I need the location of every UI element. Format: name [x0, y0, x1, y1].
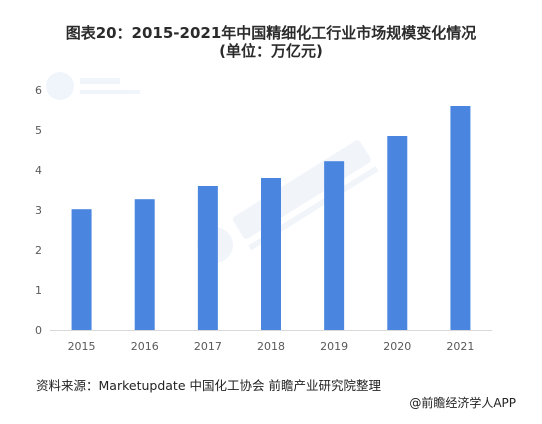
y-tick-label: 1 [35, 284, 42, 297]
y-tick-label: 3 [35, 204, 42, 217]
chart-title: 图表20：2015-2021年中国精细化工行业市场规模变化情况 [65, 24, 477, 42]
bar-2019 [324, 161, 345, 330]
bar-2021 [450, 106, 471, 330]
y-tick-label: 0 [35, 324, 42, 337]
x-tick-label: 2016 [131, 340, 159, 353]
x-tick-label: 2015 [68, 340, 96, 353]
x-tick-label: 2019 [320, 340, 348, 353]
y-tick-label: 4 [35, 164, 42, 177]
bar-2015 [71, 209, 92, 330]
bar-2018 [261, 178, 281, 330]
x-tick-label: 2018 [257, 340, 285, 353]
x-tick-label: 2021 [446, 340, 474, 353]
bar-2016 [134, 199, 155, 330]
bar-2020 [387, 136, 408, 330]
source-note: 资料来源：Marketupdate 中国化工协会 前瞻产业研究院整理 [36, 378, 381, 393]
x-tick-label: 2020 [383, 340, 411, 353]
chart-subtitle: (单位：万亿元) [219, 42, 323, 60]
credit-note: @前瞻经济学人APP [409, 396, 516, 410]
bar-2017 [197, 186, 218, 330]
y-tick-label: 2 [35, 244, 42, 257]
y-tick-label: 6 [35, 84, 42, 97]
x-tick-label: 2017 [194, 340, 222, 353]
y-tick-label: 5 [35, 124, 42, 137]
